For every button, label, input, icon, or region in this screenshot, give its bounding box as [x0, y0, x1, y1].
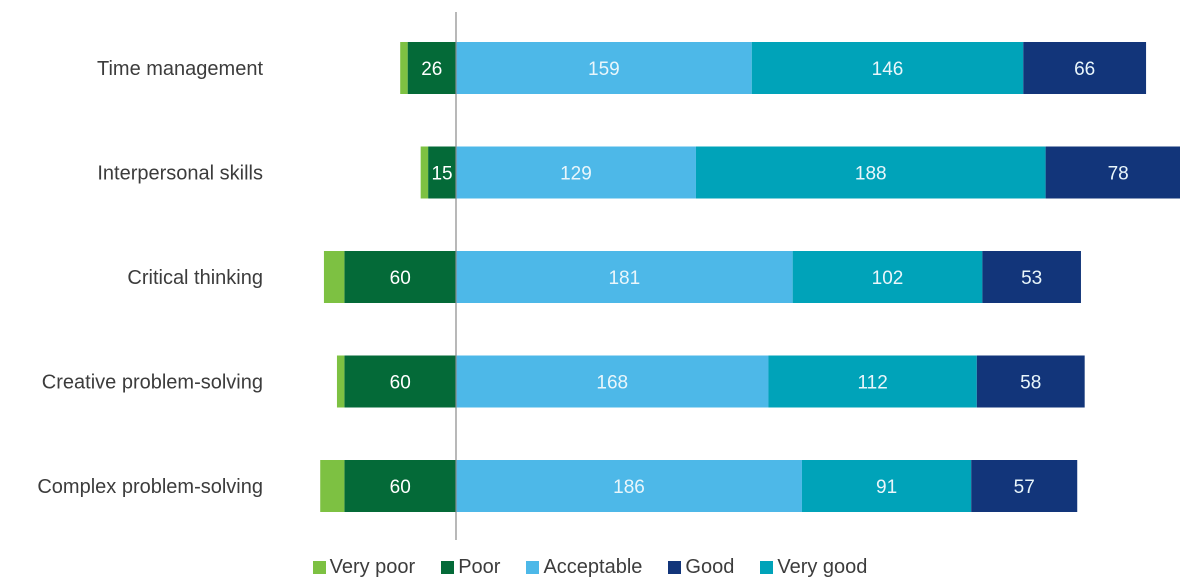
data-label-poor-complex-problem-solving: 60 [390, 477, 411, 498]
data-label-good-interpersonal-skills: 78 [1108, 164, 1129, 185]
data-label-very-good-interpersonal-skills: 188 [855, 164, 887, 185]
data-label-good-time-management: 66 [1074, 59, 1095, 80]
bar-good-creative-problem-solving [976, 355, 1085, 408]
bar-very-good-critical-thinking [792, 251, 983, 303]
bar-acceptable-interpersonal-skills [456, 146, 696, 199]
legend-swatch-very-poor [312, 560, 326, 574]
legend-item-good: Good [668, 556, 734, 579]
category-label-complex-problem-solving: Complex problem-solving [37, 476, 263, 498]
legend-swatch-acceptable [526, 560, 540, 574]
data-label-very-good-critical-thinking: 102 [872, 268, 904, 289]
bar-good-complex-problem-solving [971, 460, 1078, 512]
legend-label-poor: Poor [458, 555, 501, 578]
category-label-critical-thinking: Critical thinking [127, 267, 263, 289]
category-label-interpersonal-skills: Interpersonal skills [97, 163, 263, 185]
bar-acceptable-critical-thinking [456, 251, 793, 303]
data-label-good-creative-problem-solving: 58 [1020, 373, 1041, 394]
legend-swatch-good [668, 560, 682, 574]
legend-item-acceptable: Acceptable [526, 556, 642, 579]
legend-swatch-very-good [760, 560, 774, 574]
category-label-creative-problem-solving: Creative problem-solving [42, 372, 263, 394]
data-label-acceptable-creative-problem-solving: 168 [596, 373, 628, 394]
bar-very-poor-time-management [400, 42, 408, 94]
bar-very-poor-complex-problem-solving [320, 460, 345, 512]
legend-label-very-poor: Very poor [329, 555, 416, 578]
bar-good-interpersonal-skills [1045, 146, 1180, 199]
bar-poor-critical-thinking [344, 251, 456, 303]
bar-very-good-complex-problem-solving [801, 460, 972, 512]
bar-good-time-management [1023, 42, 1147, 94]
data-label-acceptable-critical-thinking: 181 [608, 268, 640, 289]
data-label-good-critical-thinking: 53 [1021, 268, 1042, 289]
bar-good-critical-thinking [982, 251, 1081, 303]
legend-label-very-good: Very good [777, 555, 868, 578]
data-label-very-good-creative-problem-solving: 112 [857, 373, 887, 394]
bar-very-poor-creative-problem-solving [336, 355, 345, 408]
bar-very-good-creative-problem-solving [768, 355, 977, 408]
data-label-good-complex-problem-solving: 57 [1014, 477, 1035, 498]
bar-very-good-interpersonal-skills [695, 146, 1046, 199]
bar-poor-time-management [407, 42, 456, 94]
bar-very-poor-interpersonal-skills [420, 146, 429, 199]
category-label-time-management: Time management [97, 58, 263, 80]
diverging-stacked-bar-chart: 26 159 146 66 15 129 188 78 60 181 102 53 60 168 112 58… [37, 12, 1180, 540]
data-label-poor-time-management: 26 [421, 59, 442, 80]
data-label-acceptable-complex-problem-solving: 186 [613, 477, 645, 498]
bar-poor-complex-problem-solving [344, 460, 456, 512]
bars-layer: 26 159 146 66 15 129 188 78 60 181 102 53 60 168 112 58… [320, 42, 1180, 512]
data-label-poor-interpersonal-skills: 15 [431, 164, 452, 185]
bar-acceptable-complex-problem-solving [456, 460, 802, 512]
bar-acceptable-time-management [456, 42, 752, 94]
data-label-very-good-complex-problem-solving: 91 [876, 477, 897, 498]
data-label-poor-creative-problem-solving: 60 [390, 373, 411, 394]
legend-item-very-good: Very good [760, 556, 867, 579]
data-label-acceptable-time-management: 159 [588, 59, 620, 80]
bar-acceptable-creative-problem-solving [456, 355, 769, 408]
data-label-poor-critical-thinking: 60 [390, 268, 411, 289]
legend-item-poor: Poor [441, 556, 500, 579]
data-label-acceptable-interpersonal-skills: 129 [560, 164, 592, 185]
legend-swatch-poor [441, 560, 455, 574]
bar-poor-interpersonal-skills [428, 146, 456, 199]
bar-very-poor-critical-thinking [323, 251, 345, 303]
legend: Very poor Poor Acceptable Good Very good [0, 552, 1180, 582]
legend-item-very-poor: Very poor [312, 555, 416, 579]
bar-very-good-time-management [751, 42, 1024, 94]
legend-label-acceptable: Acceptable [543, 555, 643, 578]
legend-label-good: Good [685, 555, 735, 578]
bar-poor-creative-problem-solving [344, 355, 456, 408]
data-label-very-good-time-management: 146 [872, 59, 904, 80]
